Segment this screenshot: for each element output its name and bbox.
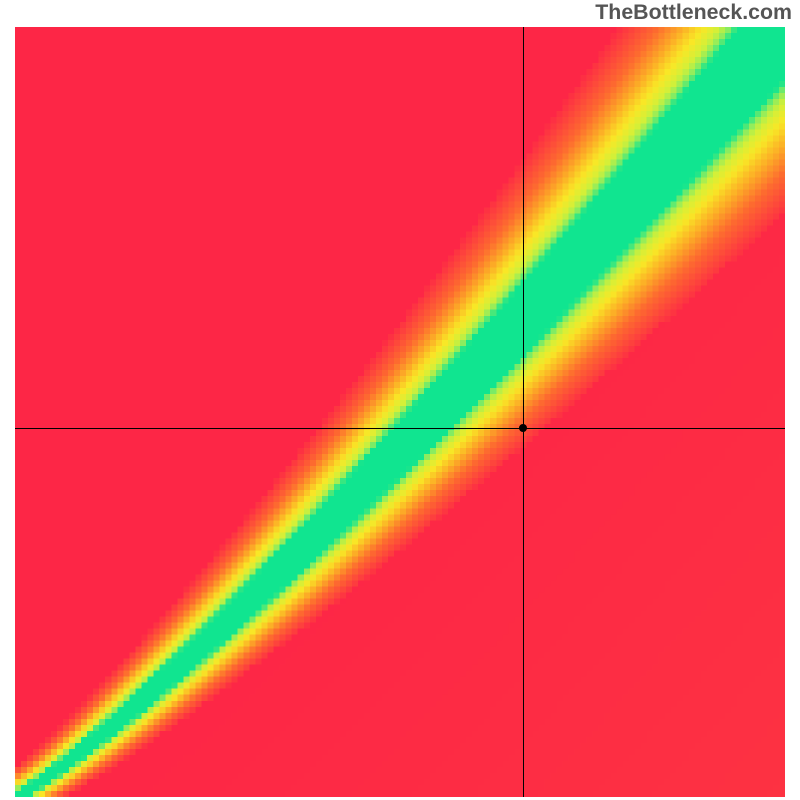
attribution-label: TheBottleneck.com bbox=[595, 0, 792, 25]
heatmap-plot[interactable] bbox=[15, 27, 785, 797]
heatmap-canvas bbox=[15, 27, 785, 797]
chart-container: TheBottleneck.com bbox=[0, 0, 800, 800]
